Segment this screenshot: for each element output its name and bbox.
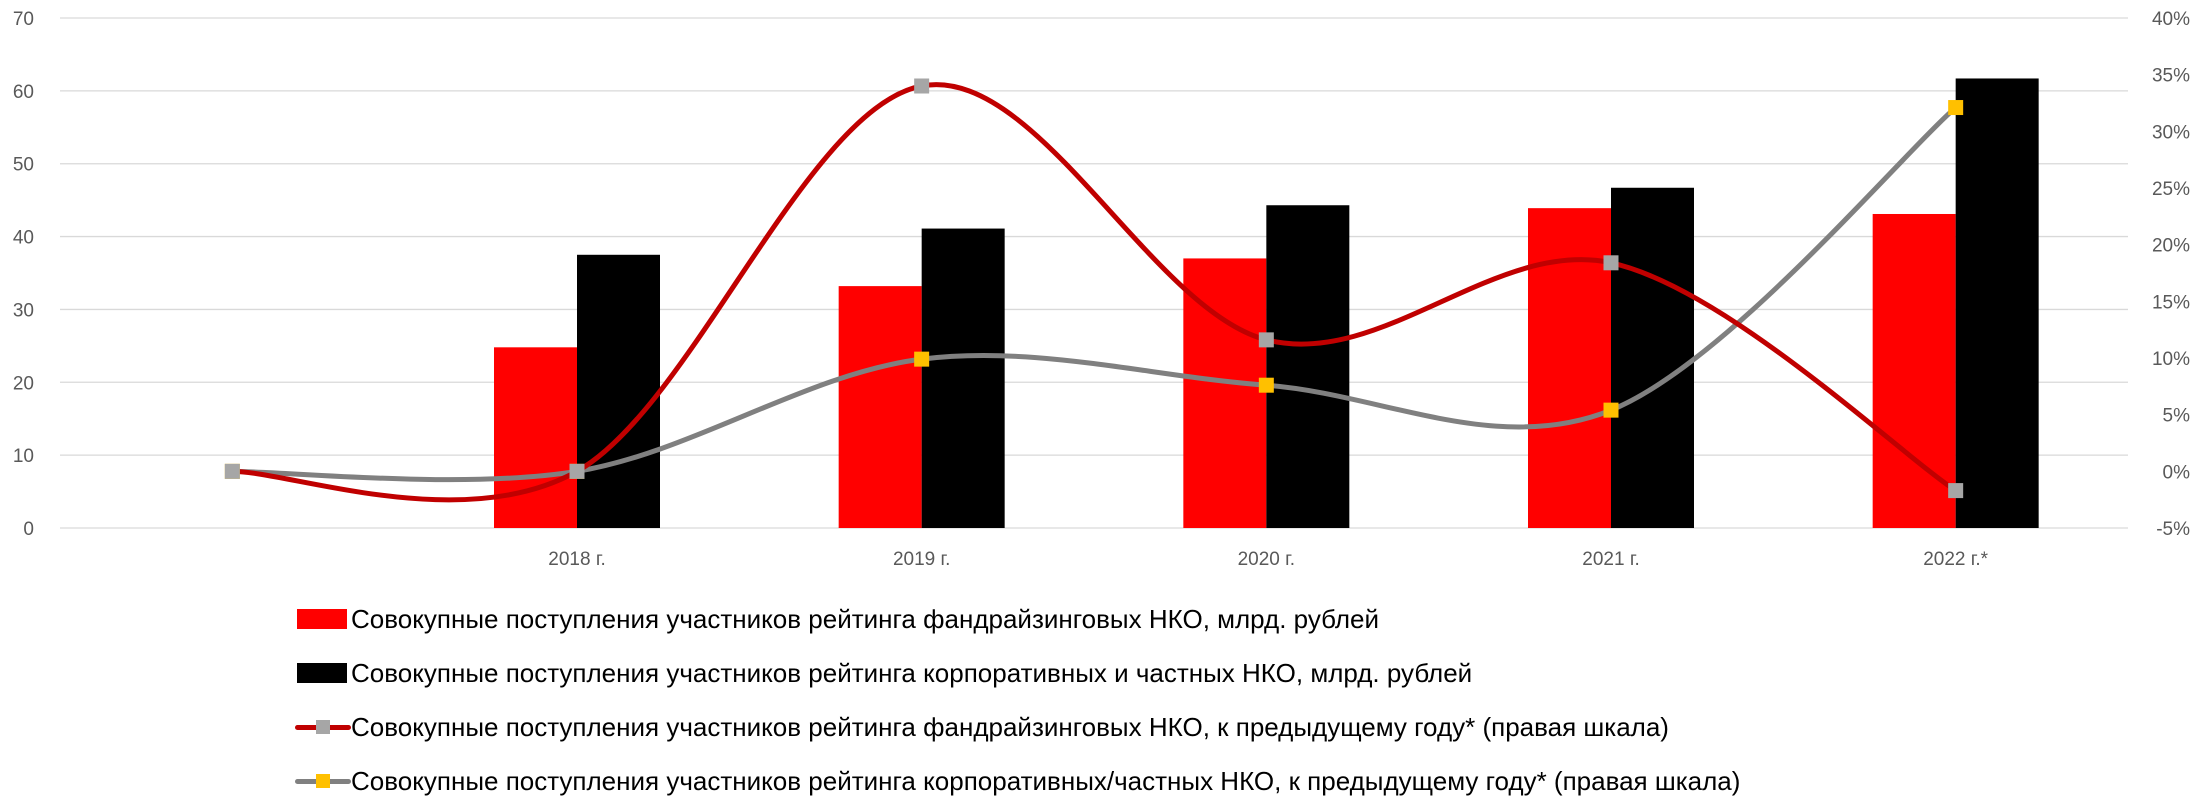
right-tick-label: 15%	[2152, 292, 2190, 313]
bar	[1266, 205, 1350, 528]
line-marker	[1603, 402, 1619, 418]
left-tick-label: 20	[13, 373, 34, 394]
x-axis: 2018 г. 2019 г. 2020 г. 2021 г. 2022 г.*	[548, 549, 1988, 570]
x-tick-label: 2020 г.	[1238, 549, 1295, 570]
legend-label: Совокупные поступления участников рейтин…	[351, 603, 1380, 634]
legend: Совокупные поступления участников рейтин…	[295, 592, 1740, 808]
right-axis: -5% 0% 5% 10% 15% 20% 25% 30% 35% 40%	[2152, 9, 2190, 540]
right-tick-label: 0%	[2163, 462, 2191, 483]
left-axis: 0 10 20 30 40 50 60 70	[13, 9, 34, 540]
x-tick-label: 2018 г.	[548, 549, 605, 570]
left-tick-label: 30	[13, 300, 34, 321]
bar	[577, 254, 660, 529]
legend-item-fundraising-line: Совокупные поступления участников рейтин…	[295, 700, 1740, 754]
x-tick-label: 2019 г.	[893, 549, 950, 570]
bar	[838, 286, 922, 528]
line-marker	[914, 78, 930, 94]
x-tick-label: 2022 г.*	[1923, 549, 1988, 570]
line-marker	[1258, 377, 1274, 393]
right-tick-label: 25%	[2152, 179, 2190, 200]
legend-label: Совокупные поступления участников рейтин…	[351, 711, 1669, 742]
legend-key-red-box	[295, 607, 351, 631]
right-tick-label: 10%	[2152, 349, 2190, 370]
legend-label: Совокупные поступления участников рейтин…	[351, 657, 1473, 688]
line-marker	[914, 351, 930, 367]
bars	[494, 78, 2039, 529]
line-marker	[1603, 255, 1619, 271]
legend-key-red-line	[295, 715, 351, 739]
line-marker	[224, 463, 240, 479]
legend-item-fundraising-bar: Совокупные поступления участников рейтин…	[295, 592, 1740, 646]
right-tick-label: 35%	[2152, 66, 2190, 87]
line-marker	[1258, 332, 1274, 348]
series-line	[229, 105, 1959, 483]
gridlines	[60, 17, 2128, 529]
right-tick-label: 40%	[2152, 9, 2190, 30]
bar	[494, 347, 577, 528]
left-tick-label: 10	[13, 446, 34, 467]
right-tick-label: 30%	[2152, 122, 2190, 143]
x-tick-label: 2021 г.	[1582, 549, 1639, 570]
lines	[224, 78, 1964, 503]
left-tick-label: 40	[13, 228, 34, 249]
legend-item-corporate-bar: Совокупные поступления участников рейтин…	[295, 646, 1740, 700]
legend-key-black-box	[295, 661, 351, 685]
legend-item-corporate-line: Совокупные поступления участников рейтин…	[295, 754, 1740, 808]
left-tick-label: 0	[23, 519, 34, 540]
left-tick-label: 70	[13, 9, 34, 30]
right-tick-label: 5%	[2163, 406, 2191, 427]
bar	[1611, 187, 1694, 528]
bar	[921, 228, 1005, 529]
right-tick-label: -5%	[2156, 519, 2190, 540]
legend-key-gray-line	[295, 769, 351, 793]
line-marker	[1948, 483, 1964, 499]
left-tick-label: 60	[13, 82, 34, 103]
bar	[1872, 213, 1956, 528]
bar	[1528, 208, 1611, 528]
left-tick-label: 50	[13, 155, 34, 176]
right-tick-label: 20%	[2152, 236, 2190, 257]
bar	[1183, 258, 1267, 528]
legend-label: Совокупные поступления участников рейтин…	[351, 765, 1741, 796]
series-line	[229, 82, 1959, 503]
bar	[1955, 78, 2039, 528]
line-marker	[569, 463, 585, 479]
line-marker	[1948, 100, 1964, 116]
